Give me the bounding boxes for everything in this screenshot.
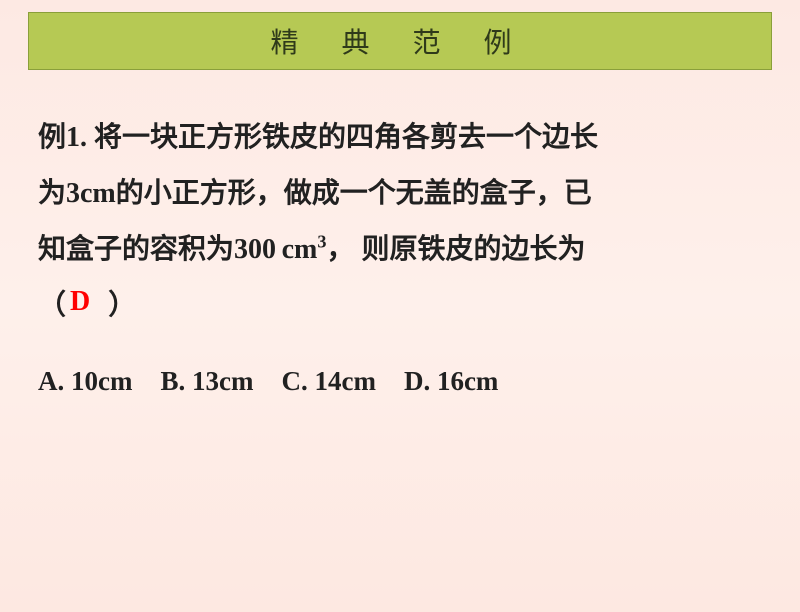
problem-line3b: ， 则原铁皮的边长为 — [326, 234, 585, 265]
paren-close: ） — [108, 290, 136, 321]
problem-text: 例1. 将一块正方形铁皮的四角各剪去一个边长 为3cm的小正方形，做成一个无盖的… — [38, 110, 762, 334]
answer-letter: D — [70, 286, 90, 317]
problem-line3a: 知盒子的容积为300 — [38, 234, 276, 265]
problem-line1: 将一块正方形铁皮的四角各剪去一个边长 — [94, 122, 598, 153]
option-a: A. 10cm — [38, 354, 132, 408]
option-c: C. 14cm — [281, 354, 375, 408]
header-title: 精 典 范 例 — [270, 28, 529, 59]
options-row: A. 10cm B. 13cm C. 14cm D. 16cm — [38, 354, 762, 408]
problem-line2: 为3cm的小正方形，做成一个无盖的盒子，已 — [38, 178, 592, 209]
slide-content: 例1. 将一块正方形铁皮的四角各剪去一个边长 为3cm的小正方形，做成一个无盖的… — [0, 70, 800, 408]
unit-cm: cm — [282, 234, 318, 265]
example-label: 例1. — [38, 122, 87, 153]
paren-open: （ — [38, 290, 66, 321]
section-header: 精 典 范 例 — [28, 12, 772, 70]
answer-slot: D — [66, 278, 94, 334]
option-d: D. 16cm — [404, 354, 498, 408]
option-b: B. 13cm — [160, 354, 253, 408]
